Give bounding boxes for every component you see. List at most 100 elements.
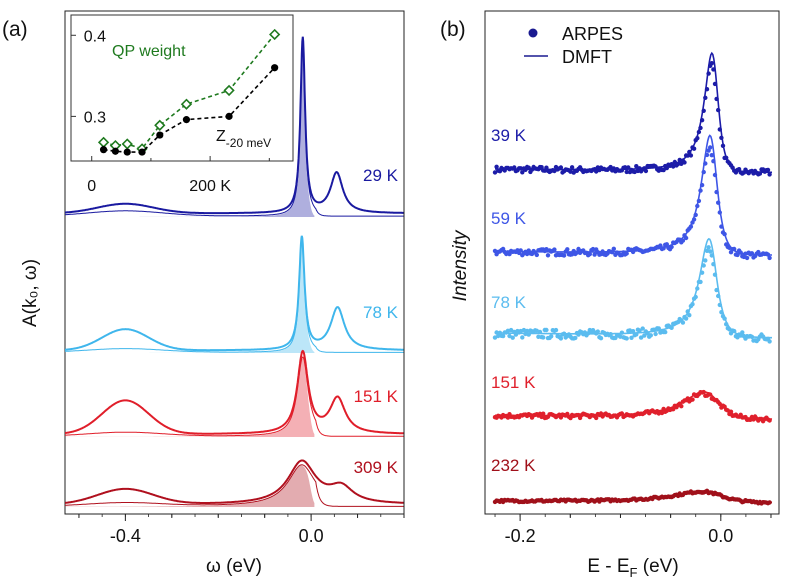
arpes-point: [638, 335, 644, 340]
arpes-point: [658, 243, 663, 248]
arpes-point: [765, 252, 771, 257]
panel-b-frame: [484, 10, 780, 515]
arpes-point: [512, 165, 517, 170]
arpes-point: [541, 335, 546, 340]
arpes-point: [558, 336, 564, 341]
arpes-point: [696, 198, 702, 204]
arpes-point: [629, 335, 634, 340]
arpes-point: [724, 322, 729, 327]
arpes-point: [663, 329, 668, 335]
arpes-point: [719, 224, 724, 229]
panel-b: (b) Intensity 39 K 59 K 78 K 151 K 232 K -0.…: [440, 10, 780, 580]
temperature-label: 39 K: [491, 126, 527, 145]
arpes-point: [626, 165, 631, 170]
arpes-point: [699, 182, 705, 188]
inset-series-line: [103, 67, 276, 153]
arpes-point: [738, 250, 743, 255]
inset-point: [271, 64, 279, 72]
inset-x-tick-label: 200 K: [189, 178, 231, 195]
x-label-suffix: (eV): [638, 556, 679, 577]
qp-weight-series: [97, 28, 281, 155]
x-label-main: E - E: [587, 556, 629, 577]
dmft-line: [495, 51, 772, 174]
arpes-point: [719, 310, 724, 315]
arpes-point: [664, 242, 669, 247]
arpes-point: [561, 253, 567, 258]
arpes-point: [645, 331, 650, 336]
legend-arpes-label: ARPES: [562, 24, 623, 44]
inset-qp-weight-label: QP weight: [112, 43, 186, 60]
arpes-point: [545, 253, 551, 258]
arpes-point: [661, 167, 666, 173]
arpes-point: [708, 249, 713, 254]
arpes-point: [699, 118, 705, 123]
arpes-point: [717, 302, 722, 308]
arpes-point: [722, 231, 727, 237]
arpes-point: [518, 248, 523, 253]
arpes-point: [687, 313, 692, 318]
arpes-point: [687, 149, 692, 155]
arpes-point: [685, 309, 690, 314]
arpes-point: [624, 251, 629, 256]
arpes-point: [693, 294, 698, 300]
arpes-point: [698, 188, 703, 193]
x-tick-label: 0.0: [708, 526, 733, 546]
arpes-point: [630, 329, 636, 334]
arpes-point: [688, 153, 694, 158]
arpes-point: [500, 333, 506, 339]
arpes-point: [595, 329, 600, 334]
arpes-point: [552, 247, 557, 252]
qp-fill: [65, 465, 315, 507]
arpes-point: [703, 95, 708, 101]
inset-x-tick-label: 0: [87, 178, 96, 195]
arpes-point: [671, 407, 676, 412]
inset-point: [180, 98, 193, 110]
arpes-point: [717, 210, 722, 215]
arpes-point: [592, 252, 597, 257]
arpes-point: [708, 145, 713, 150]
arpes-point: [706, 71, 711, 76]
inset-point: [111, 147, 119, 155]
qp-component-line: [65, 356, 404, 437]
panel-a-frame: [64, 10, 405, 515]
arpes-point: [703, 161, 708, 166]
temperature-label: 151 K: [491, 373, 536, 392]
arpes-point: [608, 332, 613, 337]
arpes-point: [537, 329, 543, 335]
temperature-label: 151 K: [354, 387, 399, 406]
arpes-point: [701, 108, 706, 114]
spectral-function-line: [65, 459, 404, 504]
arpes-point: [594, 415, 599, 421]
panel-b-label: (b): [440, 18, 466, 41]
legend-arpes-marker: [528, 28, 538, 38]
arpes-point: [732, 246, 737, 252]
spectrum-309k: 309 K: [64, 458, 404, 507]
panel-b-x-axis: -0.2 0.0: [494, 514, 772, 546]
arpes-point: [661, 246, 666, 251]
arpes-point: [669, 244, 674, 250]
arpes-point: [569, 165, 575, 170]
arpes-point: [688, 224, 694, 229]
inset-point: [182, 116, 191, 124]
inset-series: [97, 28, 281, 156]
arpes-point: [704, 87, 710, 92]
spectrum-78k: 78 K: [64, 235, 404, 353]
arpes-point: [728, 409, 734, 414]
x-tick-label: -0.4: [110, 526, 141, 546]
arpes-point: [683, 235, 689, 241]
arpes-point: [680, 320, 686, 325]
arpes-point: [576, 246, 581, 252]
arpes-point: [744, 255, 750, 261]
arpes-point: [712, 172, 718, 178]
inset-point: [225, 112, 233, 120]
temperature-label: 59 K: [491, 209, 527, 228]
arpes-point: [722, 316, 727, 321]
inset-point: [99, 146, 108, 154]
arpes-point: [536, 334, 541, 339]
inset-point: [154, 119, 166, 131]
arpes-point: [541, 411, 546, 416]
arpes-point: [712, 81, 718, 87]
temperature-label: 78 K: [363, 303, 399, 322]
arpes-point: [695, 136, 700, 141]
